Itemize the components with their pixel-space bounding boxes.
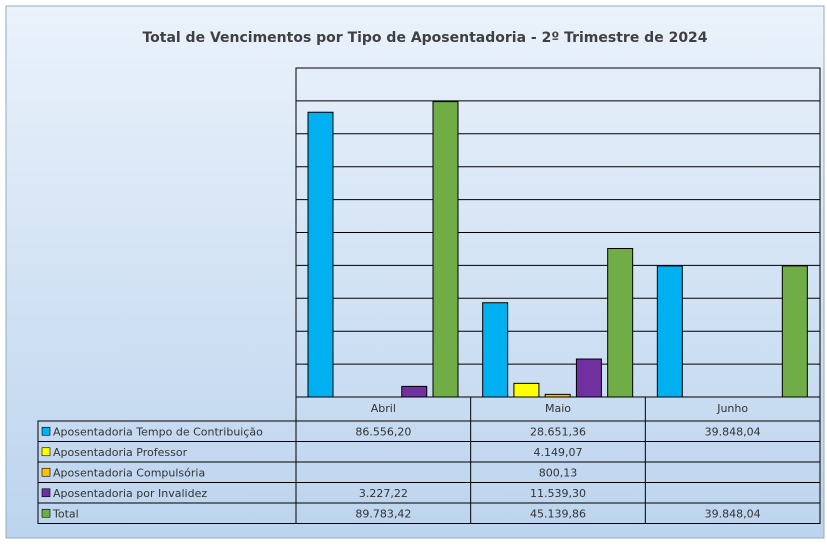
bar (607, 247, 634, 398)
bar (544, 393, 571, 398)
bar (575, 358, 602, 398)
table-value: 39.848,04 (705, 507, 761, 520)
table-value: 800,13 (539, 466, 578, 479)
bar (432, 101, 459, 398)
x-tick-label: Maio (545, 402, 571, 415)
legend-key (41, 467, 51, 477)
bar (482, 302, 509, 398)
bar (781, 265, 808, 398)
legend-label: Total (52, 507, 79, 520)
table-value: 28.651,36 (530, 425, 586, 438)
bar (401, 385, 428, 398)
table-value: 89.783,42 (355, 507, 411, 520)
legend-label: Aposentadoria Professor (53, 446, 188, 459)
table-value: 4.149,07 (534, 446, 583, 459)
bar (307, 111, 334, 398)
legend-label: Aposentadoria Compulsória (53, 466, 205, 479)
x-tick-label: Abril (371, 402, 396, 415)
legend-label: Aposentadoria por Invalidez (53, 487, 207, 500)
legend-label: Aposentadoria Tempo de Contribuição (53, 425, 263, 438)
legend-key (41, 426, 51, 436)
table-value: 86.556,20 (355, 425, 411, 438)
x-tick-label: Junho (716, 402, 748, 415)
bar (656, 265, 683, 398)
legend-key (41, 508, 51, 518)
table-value: 3.227,22 (359, 487, 408, 500)
table-value: 45.139,86 (530, 507, 586, 520)
chart-background (5, 5, 825, 539)
legend-key (41, 488, 51, 498)
table-value: 39.848,04 (705, 425, 761, 438)
chart-title: Total de Vencimentos por Tipo de Aposent… (142, 30, 707, 46)
legend-key (41, 447, 51, 457)
bar (513, 382, 540, 398)
table-value: 11.539,30 (530, 487, 586, 500)
